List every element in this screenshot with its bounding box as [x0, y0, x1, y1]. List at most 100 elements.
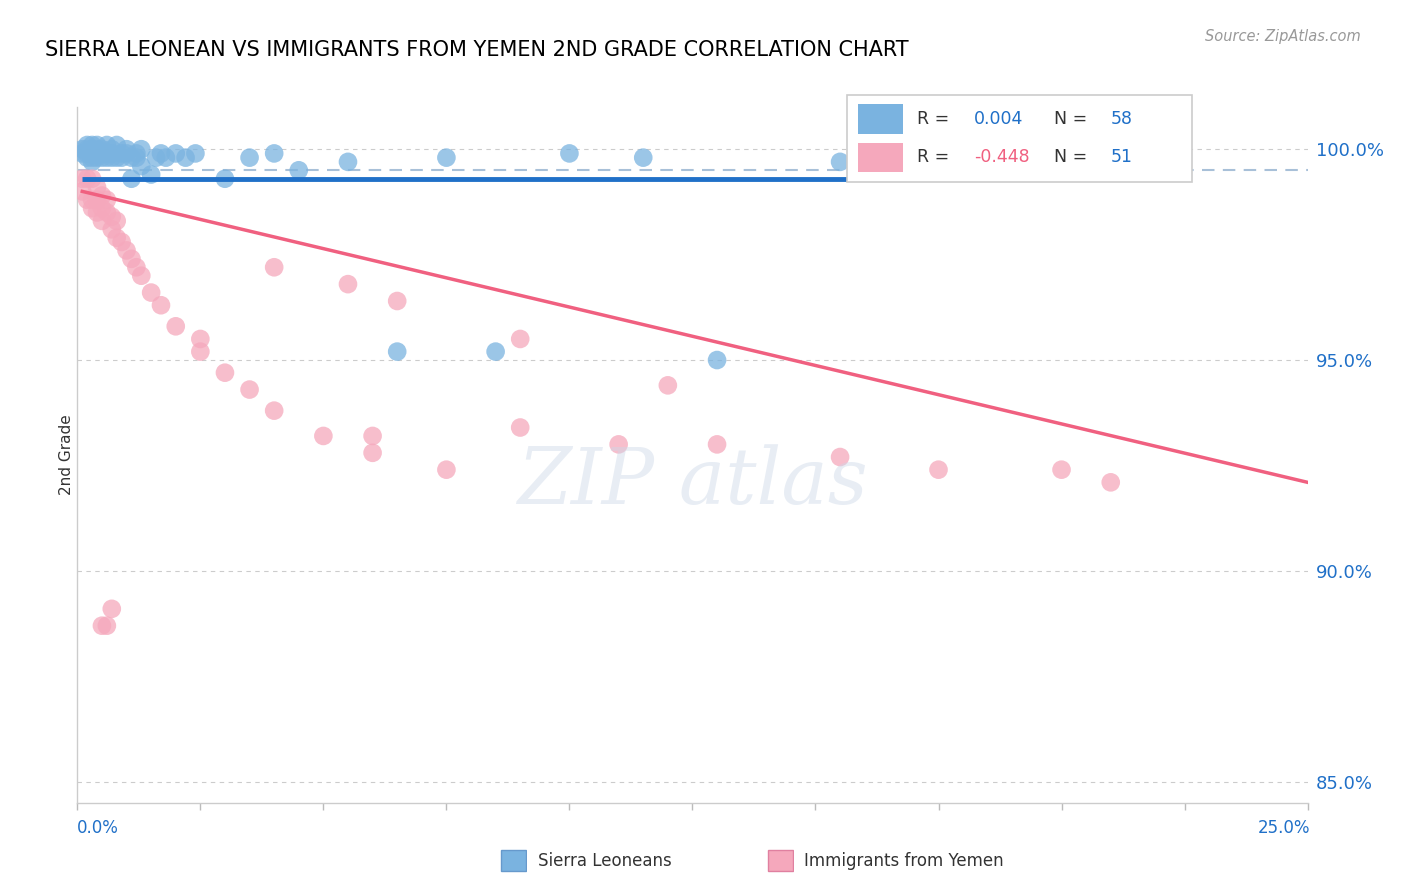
Point — [82, 142, 104, 156]
FancyBboxPatch shape — [846, 95, 1192, 182]
Point — [115, 244, 138, 258]
Point — [263, 146, 285, 161]
Point — [977, 146, 1000, 161]
Text: -0.448: -0.448 — [973, 148, 1029, 166]
Point — [101, 142, 124, 156]
Point — [86, 142, 108, 156]
Point — [105, 138, 128, 153]
Point — [387, 344, 409, 359]
Point — [706, 353, 728, 368]
Point — [121, 252, 143, 266]
Point — [1050, 463, 1073, 477]
Point — [76, 193, 98, 207]
Point — [1149, 151, 1171, 165]
Point — [86, 151, 108, 165]
Point — [174, 151, 197, 165]
Point — [86, 193, 108, 207]
Point — [214, 171, 236, 186]
Point — [263, 403, 285, 417]
Point — [125, 260, 148, 275]
Point — [101, 146, 124, 161]
Point — [131, 268, 153, 283]
Point — [90, 201, 114, 215]
Point — [436, 151, 458, 165]
Point — [141, 168, 163, 182]
Text: N =: N = — [1054, 148, 1088, 166]
Point — [509, 332, 531, 346]
Point — [115, 146, 138, 161]
Point — [111, 151, 132, 165]
Point — [312, 429, 335, 443]
Point — [90, 146, 114, 161]
Point — [76, 138, 98, 153]
Point — [706, 437, 728, 451]
Text: 58: 58 — [1111, 110, 1133, 128]
Point — [82, 151, 104, 165]
Text: 25.0%: 25.0% — [1258, 819, 1310, 837]
Point — [190, 344, 212, 359]
Point — [830, 154, 852, 169]
Point — [96, 193, 118, 207]
Text: 51: 51 — [1111, 148, 1133, 166]
Point — [90, 151, 114, 165]
Point — [82, 171, 104, 186]
Point — [111, 235, 132, 249]
Point — [86, 138, 108, 153]
Y-axis label: 2nd Grade: 2nd Grade — [59, 415, 75, 495]
Point — [558, 146, 581, 161]
Text: 0.004: 0.004 — [973, 110, 1024, 128]
Point — [101, 151, 124, 165]
Point — [1099, 475, 1122, 490]
Point — [607, 437, 630, 451]
Point — [263, 260, 285, 275]
Point — [76, 171, 98, 186]
Text: Sierra Leoneans: Sierra Leoneans — [538, 852, 672, 870]
FancyBboxPatch shape — [858, 104, 904, 134]
Text: R =: R = — [917, 110, 955, 128]
Point — [190, 332, 212, 346]
Point — [121, 171, 143, 186]
Point — [145, 151, 167, 165]
Point — [82, 154, 104, 169]
Point — [150, 146, 173, 161]
Point — [105, 151, 128, 165]
Point — [90, 146, 114, 161]
Point — [165, 319, 187, 334]
Point — [239, 151, 262, 165]
Point — [165, 146, 187, 161]
Point — [155, 151, 177, 165]
Point — [101, 210, 124, 224]
Text: Source: ZipAtlas.com: Source: ZipAtlas.com — [1205, 29, 1361, 44]
Point — [436, 463, 458, 477]
Point — [361, 429, 384, 443]
Point — [387, 293, 409, 308]
Point — [141, 285, 163, 300]
Point — [76, 146, 98, 161]
Point — [70, 142, 93, 156]
Point — [115, 142, 138, 156]
Point — [184, 146, 207, 161]
Point — [131, 159, 153, 173]
Text: N =: N = — [1054, 110, 1088, 128]
Point — [657, 378, 679, 392]
Point — [82, 146, 104, 161]
Point — [90, 214, 114, 228]
Point — [111, 146, 132, 161]
Point — [101, 602, 124, 616]
Point — [101, 222, 124, 236]
Point — [288, 163, 311, 178]
FancyBboxPatch shape — [858, 143, 904, 172]
Point — [125, 146, 148, 161]
Point — [239, 383, 262, 397]
Point — [96, 151, 118, 165]
Point — [76, 142, 98, 156]
Point — [90, 618, 114, 632]
Point — [96, 138, 118, 153]
Point — [361, 446, 384, 460]
Point — [485, 344, 508, 359]
Point — [121, 151, 143, 165]
Text: Immigrants from Yemen: Immigrants from Yemen — [804, 852, 1004, 870]
Point — [96, 205, 118, 219]
Point — [125, 151, 148, 165]
Point — [96, 146, 118, 161]
